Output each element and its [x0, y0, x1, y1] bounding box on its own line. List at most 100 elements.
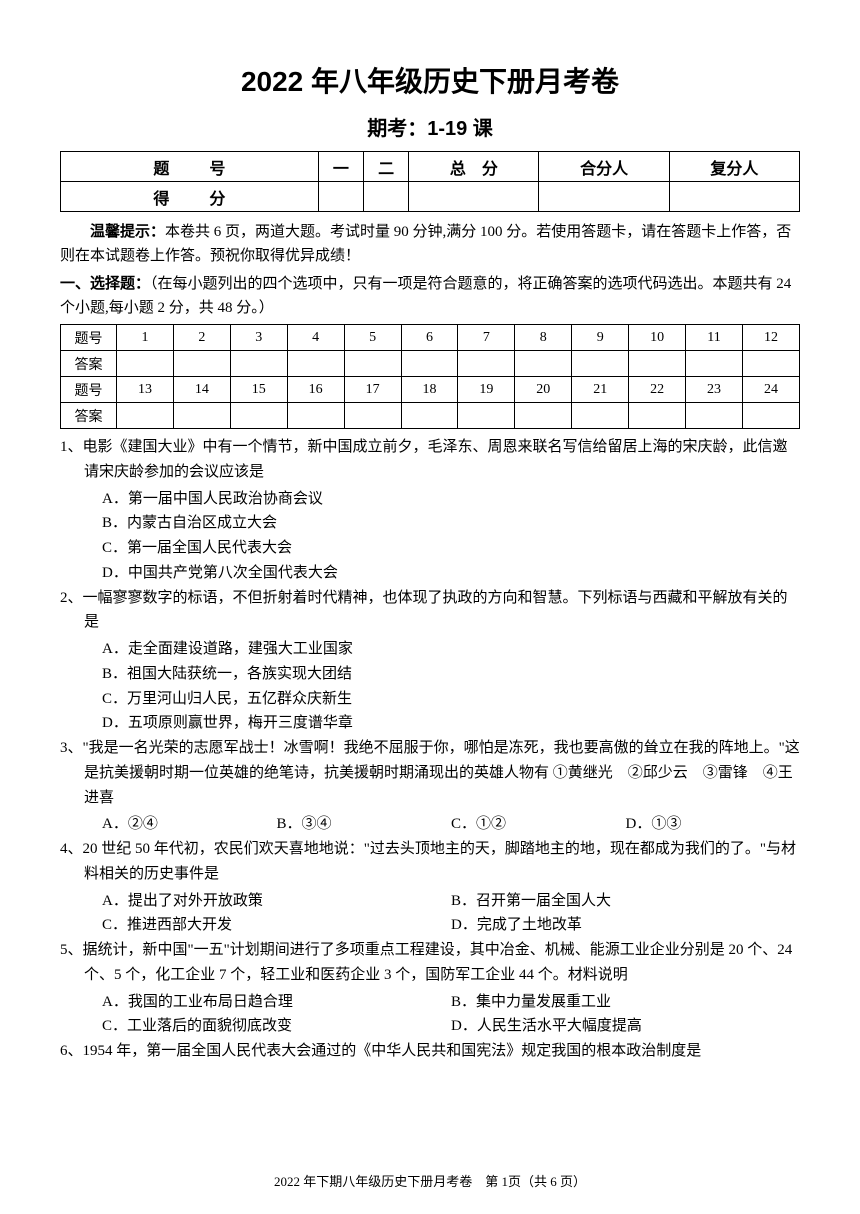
answer-blank-cell: [230, 351, 287, 377]
option: A．②④: [102, 812, 277, 837]
option: C．①②: [451, 812, 626, 837]
answer-num-cell: 10: [629, 325, 686, 351]
question: 3、"我是一名光荣的志愿军战士！冰雪啊！我绝不屈服于你，哪怕是冻死，我也要高傲的…: [60, 736, 800, 810]
answer-blank-cell: [401, 403, 458, 429]
option: A．提出了对外开放政策: [102, 889, 451, 914]
score-value-cell: [364, 182, 409, 212]
option: D．完成了土地改革: [451, 913, 800, 938]
question: 2、一幅寥寥数字的标语，不但折射着时代精神，也体现了执政的方向和智慧。下列标语与…: [60, 586, 800, 636]
answer-row-label: 题号: [61, 377, 117, 403]
answer-blank-cell: [686, 351, 743, 377]
answer-num-cell: 13: [117, 377, 174, 403]
answer-blank-cell: [742, 351, 799, 377]
score-value-label: 得 分: [61, 182, 319, 212]
answer-table: 题号 1 2 3 4 5 6 7 8 9 10 11 12 答案 题号 13 1…: [60, 324, 800, 429]
options: A．②④B．③④C．①②D．①③: [60, 812, 800, 837]
page-footer: 2022 年下期八年级历史下册月考卷 第 1页（共 6 页）: [0, 1171, 860, 1190]
score-table: 题 号 一 二 总 分 合分人 复分人 得 分: [60, 151, 800, 212]
option: B．集中力量发展重工业: [451, 990, 800, 1015]
score-value-cell: [669, 182, 799, 212]
answer-blank-cell: [344, 351, 401, 377]
option: A．我国的工业布局日趋合理: [102, 990, 451, 1015]
question-text: 5、据统计，新中国"一五"计划期间进行了多项重点工程建设，其中冶金、机械、能源工…: [84, 938, 800, 988]
option: D．人民生活水平大幅度提高: [451, 1014, 800, 1039]
answer-num-cell: 22: [629, 377, 686, 403]
option: C．万里河山归人民，五亿群众庆新生: [102, 687, 800, 712]
notice-label: 温馨提示：: [90, 224, 165, 240]
answer-num-cell: 5: [344, 325, 401, 351]
answer-num-cell: 7: [458, 325, 515, 351]
question-text: 3、"我是一名光荣的志愿军战士！冰雪啊！我绝不屈服于你，哪怕是冻死，我也要高傲的…: [84, 736, 800, 810]
answer-num-cell: 20: [515, 377, 572, 403]
answer-num-cell: 6: [401, 325, 458, 351]
options: A．第一届中国人民政治协商会议B．内蒙古自治区成立大会C．第一届全国人民代表大会…: [60, 487, 800, 586]
question-text: 1、电影《建国大业》中有一个情节，新中国成立前夕，毛泽东、周恩来联名写信给留居上…: [84, 435, 800, 485]
answer-blank-cell: [515, 351, 572, 377]
option: D．五项原则赢世界，梅开三度谱华章: [102, 711, 800, 736]
answer-blank-cell: [572, 351, 629, 377]
section-1-desc: （在每小题列出的四个选项中，只有一项是符合题意的，将正确答案的选项代码选出。本题…: [60, 276, 791, 316]
answer-blank-cell: [629, 403, 686, 429]
answer-row-label: 答案: [61, 351, 117, 377]
option: D．①③: [626, 812, 801, 837]
answer-blank-cell: [173, 403, 230, 429]
answer-blank-cell: [458, 351, 515, 377]
answer-num-cell: 8: [515, 325, 572, 351]
score-header-cell: 总 分: [409, 152, 539, 182]
question: 6、1954 年，第一届全国人民代表大会通过的《中华人民共和国宪法》规定我国的根…: [60, 1039, 800, 1064]
answer-num-cell: 17: [344, 377, 401, 403]
answer-num-cell: 3: [230, 325, 287, 351]
answer-blank-cell: [401, 351, 458, 377]
score-header-cell: 复分人: [669, 152, 799, 182]
options: A．走全面建设道路，建强大工业国家B．祖国大陆获统一，各族实现大团结C．万里河山…: [60, 637, 800, 736]
question: 1、电影《建国大业》中有一个情节，新中国成立前夕，毛泽东、周恩来联名写信给留居上…: [60, 435, 800, 485]
option: C．推进西部大开发: [102, 913, 451, 938]
options: A．我国的工业布局日趋合理B．集中力量发展重工业C．工业落后的面貌彻底改变D．人…: [60, 990, 800, 1040]
answer-blank-cell: [287, 403, 344, 429]
option: B．③④: [277, 812, 452, 837]
notice-text: 本卷共 6 页，两道大题。考试时量 90 分钟,满分 100 分。若使用答题卡，…: [60, 224, 791, 264]
option: A．走全面建设道路，建强大工业国家: [102, 637, 800, 662]
option: C．第一届全国人民代表大会: [102, 536, 800, 561]
answer-num-cell: 1: [117, 325, 174, 351]
question: 4、20 世纪 50 年代初，农民们欢天喜地地说："过去头顶地主的天，脚踏地主的…: [60, 837, 800, 887]
section-1-label: 一、选择题：: [60, 276, 150, 292]
score-value-cell: [318, 182, 363, 212]
score-header-cell: 一: [318, 152, 363, 182]
answer-num-cell: 23: [686, 377, 743, 403]
section-1-header: 一、选择题：（在每小题列出的四个选项中，只有一项是符合题意的，将正确答案的选项代…: [60, 272, 800, 320]
sub-title: 期考：1-19 课: [60, 112, 800, 141]
option: D．中国共产党第八次全国代表大会: [102, 561, 800, 586]
score-header-row: 题 号 一 二 总 分 合分人 复分人: [61, 152, 800, 182]
option: B．内蒙古自治区成立大会: [102, 511, 800, 536]
answer-num-cell: 15: [230, 377, 287, 403]
answer-num-cell: 18: [401, 377, 458, 403]
answer-num-cell: 12: [742, 325, 799, 351]
answer-num-cell: 11: [686, 325, 743, 351]
score-value-cell: [409, 182, 539, 212]
answer-num-cell: 9: [572, 325, 629, 351]
score-value-row: 得 分: [61, 182, 800, 212]
answer-num-cell: 2: [173, 325, 230, 351]
question-text: 2、一幅寥寥数字的标语，不但折射着时代精神，也体现了执政的方向和智慧。下列标语与…: [84, 586, 800, 636]
answer-blank-cell: [173, 351, 230, 377]
answer-row-label: 题号: [61, 325, 117, 351]
option: C．工业落后的面貌彻底改变: [102, 1014, 451, 1039]
score-header-cell: 题 号: [61, 152, 319, 182]
score-header-cell: 合分人: [539, 152, 669, 182]
answer-blank-cell: [117, 403, 174, 429]
answer-num-cell: 21: [572, 377, 629, 403]
answer-blank-cell: [629, 351, 686, 377]
answer-row-label: 答案: [61, 403, 117, 429]
option: B．召开第一届全国人大: [451, 889, 800, 914]
answer-num-cell: 14: [173, 377, 230, 403]
exam-notice: 温馨提示：本卷共 6 页，两道大题。考试时量 90 分钟,满分 100 分。若使…: [60, 220, 800, 268]
answer-blank-cell: [117, 351, 174, 377]
question-text: 4、20 世纪 50 年代初，农民们欢天喜地地说："过去头顶地主的天，脚踏地主的…: [84, 837, 800, 887]
score-value-cell: [539, 182, 669, 212]
main-title: 2022 年八年级历史下册月考卷: [60, 60, 800, 100]
answer-blank-cell: [515, 403, 572, 429]
answer-blank-cell: [572, 403, 629, 429]
questions-container: 1、电影《建国大业》中有一个情节，新中国成立前夕，毛泽东、周恩来联名写信给留居上…: [60, 435, 800, 1064]
answer-num-cell: 4: [287, 325, 344, 351]
